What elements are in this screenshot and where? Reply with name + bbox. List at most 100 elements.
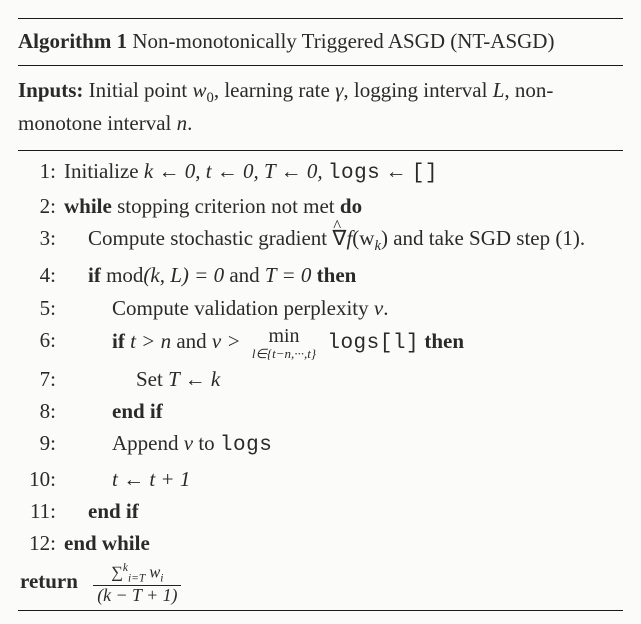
- s10-math: t ← t + 1: [112, 467, 190, 491]
- s5-text: Compute validation perplexity: [112, 296, 374, 320]
- return-sum-sub: i=T: [128, 573, 145, 585]
- step-7: 7: Set T ← k: [18, 365, 623, 393]
- title-rule: [18, 65, 623, 66]
- s4-mod: mod: [101, 263, 144, 287]
- step-num: 10:: [18, 465, 64, 493]
- step-body: if t > n and v > minl∈{t−n,···,t} logs[l…: [64, 326, 623, 361]
- step-body: end if: [64, 397, 623, 425]
- s3-arg-close: ): [381, 226, 388, 250]
- return-wi: w: [145, 562, 160, 581]
- s9-text2: to: [193, 431, 220, 455]
- step-num: 11:: [18, 497, 64, 525]
- s7-text: Set: [136, 367, 168, 391]
- s4-and: and: [224, 263, 265, 287]
- algorithm-title: Algorithm 1 Non-monotonically Triggered …: [18, 25, 623, 59]
- inputs-w0-sub: 0: [206, 91, 213, 107]
- s1-empty: []: [412, 162, 438, 185]
- algorithm-number: 1: [117, 29, 128, 53]
- inputs-label: Inputs:: [18, 78, 83, 102]
- s3-hat-grad: ∇: [332, 224, 346, 252]
- s1-text: Initialize: [64, 159, 144, 183]
- s6-cond1: t > n: [125, 329, 171, 353]
- s3-text1: Compute stochastic gradient: [88, 226, 332, 250]
- s3-text2: and take SGD step (1).: [388, 226, 585, 250]
- step-body: Compute stochastic gradient ∇f(wk) and t…: [64, 224, 623, 257]
- step-5: 5: Compute validation perplexity v.: [18, 294, 623, 322]
- s9-logs: logs: [220, 434, 272, 457]
- return-sum: ∑: [111, 562, 123, 581]
- s9-v: v: [184, 431, 193, 455]
- s2-while: while: [64, 194, 112, 218]
- step-num: 3:: [18, 224, 64, 252]
- step-10: 10: t ← t + 1: [18, 465, 623, 493]
- step-body: while stopping criterion not met do: [64, 192, 623, 220]
- inputs-rule: [18, 150, 623, 151]
- return-fraction: ∑ki=T wi (k − T + 1): [93, 562, 181, 604]
- s6-and: and: [171, 329, 212, 353]
- step-body: if mod(k, L) = 0 and T = 0 then: [64, 261, 623, 289]
- step-body: Compute validation perplexity v.: [64, 294, 623, 322]
- s4-cond2: T = 0: [265, 263, 311, 287]
- inputs-text-3: , logging interval: [343, 78, 492, 102]
- step-body: Append v to logs: [64, 429, 623, 460]
- s12-endwhile: end while: [64, 531, 150, 555]
- step-body: Initialize k ← 0, t ← 0, T ← 0, logs ← […: [64, 157, 623, 188]
- algorithm-name: Non-monotonically Triggered ASGD (NT-ASG…: [132, 29, 554, 53]
- s1-math: k ← 0, t ← 0, T ← 0,: [144, 159, 328, 183]
- s1-arrow: ←: [380, 159, 412, 183]
- s4-if: if: [88, 263, 101, 287]
- s5-dot: .: [383, 296, 388, 320]
- s8-endif: end if: [112, 399, 163, 423]
- step-9: 9: Append v to logs: [18, 429, 623, 460]
- inputs-text-1: Initial point: [89, 78, 193, 102]
- step-4: 4: if mod(k, L) = 0 and T = 0 then: [18, 261, 623, 289]
- s6-cond2l: v >: [212, 329, 246, 353]
- step-num: 12:: [18, 529, 64, 557]
- step-body: t ← t + 1: [64, 465, 623, 493]
- s6-min-bot: l∈{t−n,···,t}: [252, 347, 316, 361]
- bottom-rule: [18, 610, 623, 611]
- inputs-text-2: , learning rate: [214, 78, 335, 102]
- s3-arg-open: (w: [352, 226, 374, 250]
- s5-v: v: [374, 296, 383, 320]
- s4-args: (k, L) = 0: [143, 263, 224, 287]
- algorithm-steps: 1: Initialize k ← 0, t ← 0, T ← 0, logs …: [18, 157, 623, 605]
- step-11: 11: end if: [18, 497, 623, 525]
- s6-min-top: min: [252, 326, 316, 347]
- s2-do: do: [340, 194, 362, 218]
- s6-min: minl∈{t−n,···,t}: [252, 326, 316, 361]
- return-label: return: [20, 569, 78, 593]
- algorithm-label: Algorithm: [18, 29, 111, 53]
- s6-then: then: [419, 329, 464, 353]
- s7-math: T ← k: [168, 367, 220, 391]
- step-num: 5:: [18, 294, 64, 322]
- step-8: 8: end if: [18, 397, 623, 425]
- s1-logs: logs: [328, 162, 380, 185]
- step-2: 2: while stopping criterion not met do: [18, 192, 623, 220]
- inputs-line: Inputs: Initial point w0, learning rate …: [18, 72, 623, 143]
- step-num: 6:: [18, 326, 64, 354]
- algorithm-block: Algorithm 1 Non-monotonically Triggered …: [0, 0, 641, 624]
- step-num: 4:: [18, 261, 64, 289]
- inputs-text-5: .: [187, 111, 192, 135]
- step-num: 7:: [18, 365, 64, 393]
- return-denominator: (k − T + 1): [93, 586, 181, 605]
- step-num: 9:: [18, 429, 64, 457]
- step-3: 3: Compute stochastic gradient ∇f(wk) an…: [18, 224, 623, 257]
- inputs-w0: w: [192, 78, 206, 102]
- step-6: 6: if t > n and v > minl∈{t−n,···,t} log…: [18, 326, 623, 361]
- s6-if: if: [112, 329, 125, 353]
- top-rule: [18, 18, 623, 19]
- step-12: 12: end while: [18, 529, 623, 557]
- s9-text1: Append: [112, 431, 184, 455]
- s11-endif: end if: [88, 499, 139, 523]
- return-body: return ∑ki=T wi (k − T + 1): [20, 562, 623, 604]
- step-num: 8:: [18, 397, 64, 425]
- step-1: 1: Initialize k ← 0, t ← 0, T ← 0, logs …: [18, 157, 623, 188]
- inputs-L: L: [493, 78, 505, 102]
- step-body: Set T ← k: [64, 365, 623, 393]
- return-wi-sub: i: [160, 573, 163, 585]
- s6-idx: [l]: [380, 332, 419, 355]
- return-numerator: ∑ki=T wi: [93, 562, 181, 586]
- s4-then: then: [311, 263, 356, 287]
